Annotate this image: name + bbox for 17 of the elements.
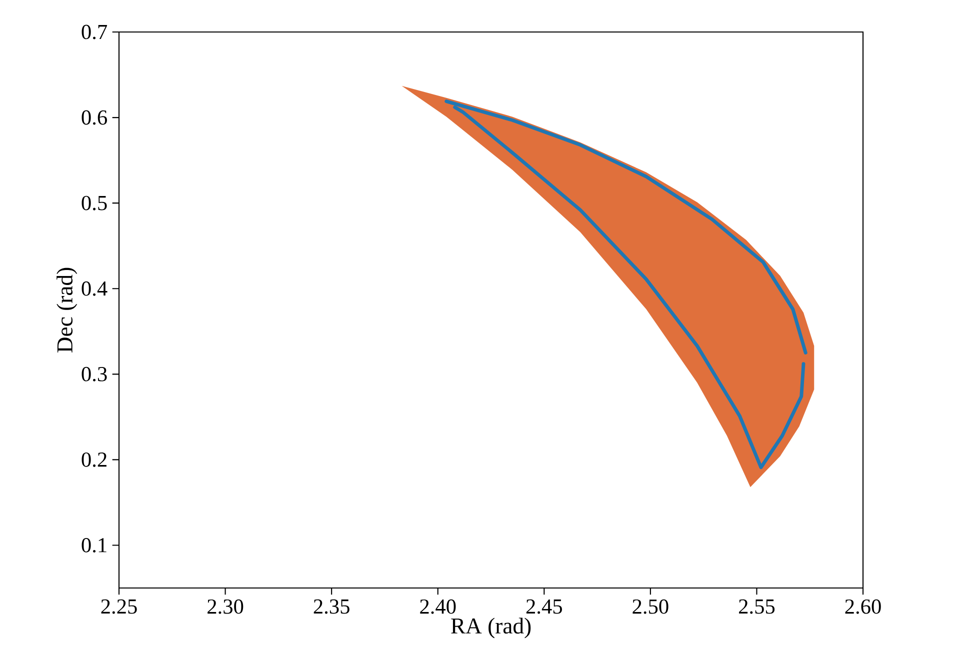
x-tick-label: 2.40 (420, 599, 456, 614)
x-tick-label: 2.35 (314, 599, 350, 614)
y-tick-label: 0.5 (82, 196, 107, 210)
y-tick-label: 0.4 (82, 281, 108, 296)
x-tick-label: 2.55 (739, 599, 775, 614)
x-tick-label: 2.45 (526, 599, 562, 614)
y-axis-title: Dec (rad) (56, 268, 78, 352)
x-axis-title: RA (rad) (451, 618, 531, 638)
x-tick-label: 2.30 (208, 599, 244, 614)
x-tick-label: 2.50 (632, 599, 668, 614)
y-tick-label: 0.1 (82, 538, 106, 552)
x-tick-label: 2.25 (101, 599, 137, 614)
y-tick-label: 0.7 (82, 24, 108, 40)
x-tick-label: 2.60 (845, 599, 881, 614)
y-tick-label: 0.2 (82, 452, 106, 467)
y-tick-label: 0.6 (82, 110, 107, 125)
y-tick-label: 0.3 (82, 366, 107, 382)
